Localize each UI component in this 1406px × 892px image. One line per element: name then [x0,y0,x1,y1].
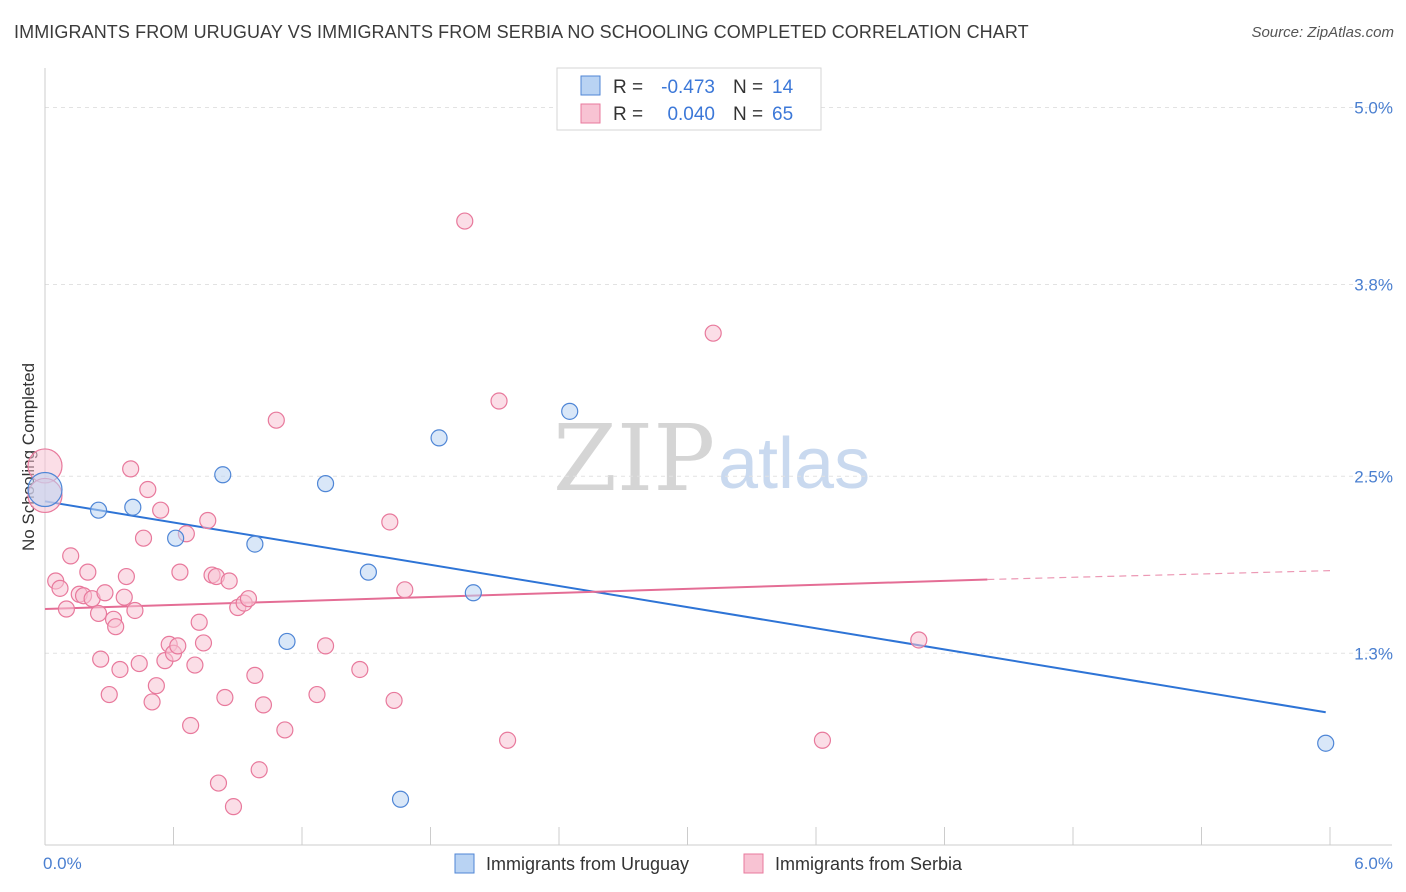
data-point-serbia [126,601,144,620]
y-tick-labels: 1.3% 2.5% 3.8% 5.0% [1354,99,1393,664]
x-tick-label: 6.0% [1354,854,1393,873]
data-point-serbia [351,660,369,679]
data-point-serbia [130,654,148,673]
data-point-serbia [276,721,294,739]
gridlines [45,107,1392,654]
series-legend-label-serbia: Immigrants from Serbia [775,854,963,874]
data-point-serbia [89,604,108,623]
stats-legend: R = -0.473 N = 14 R = 0.040 N = 65 [556,67,822,131]
x-tick-label: 0.0% [43,854,82,873]
data-point-serbia [51,579,69,597]
legend-r-value: 0.040 [667,104,715,125]
data-point-serbia [499,731,517,749]
data-point-serbia [456,212,474,230]
data-point-uruguay [214,466,232,484]
data-point-serbia [152,501,170,519]
data-point-uruguay [391,790,410,808]
data-point-serbia [171,563,189,581]
data-point-uruguay [27,471,63,508]
data-point-serbia [216,688,234,707]
watermark-zip: ZIP [553,405,715,512]
data-point-serbia [246,666,264,684]
data-point-serbia [704,324,722,342]
data-point-serbia [813,731,832,749]
legend-r-label: R = [613,77,643,98]
data-point-uruguay [124,498,142,516]
data-point-serbia [139,480,157,499]
y-tick-label: 1.3% [1354,644,1393,663]
series-legend: Immigrants from Uruguay Immigrants from … [454,853,963,874]
data-point-serbia [239,590,258,608]
data-point-serbia [396,581,414,599]
data-point-serbia [111,660,129,679]
data-point-uruguay [89,501,108,519]
data-point-serbia [147,677,165,695]
series-legend-swatch-uruguay [454,853,475,874]
data-point-uruguay [316,475,335,493]
trend-line-serbia-extension [987,570,1331,581]
data-point-serbia [308,685,326,704]
watermark: ZIP atlas [553,405,870,512]
data-point-serbia [62,547,80,565]
chart-title: IMMIGRANTS FROM URUGUAY VS IMMIGRANTS FR… [14,22,1029,42]
data-point-uruguay [359,563,377,581]
y-tick-label: 2.5% [1354,467,1393,486]
data-point-serbia [209,774,228,792]
data-point-serbia [199,511,217,530]
data-point-serbia [122,460,140,478]
legend-swatch-uruguay [580,75,601,96]
data-point-uruguay [278,632,296,651]
legend-swatch-serbia [580,103,601,124]
data-point-serbia [267,411,285,429]
data-point-serbia [220,572,238,590]
data-point-uruguay [430,429,448,447]
data-point-serbia [143,693,161,711]
legend-n-value: 14 [772,77,794,98]
data-point-uruguay [167,529,185,547]
data-point-serbia [57,600,76,618]
data-point-serbia [100,685,118,704]
watermark-atlas: atlas [718,424,870,504]
data-point-serbia [381,513,399,531]
legend-n-value: 65 [772,104,793,125]
data-point-serbia [115,588,133,606]
x-tick-labels: 0.0% 6.0% [43,854,1393,873]
data-point-uruguay [561,402,579,420]
data-point-serbia [96,584,114,602]
legend-n-label: N = [733,104,763,125]
y-tick-label: 5.0% [1354,99,1393,118]
data-point-uruguay [246,535,264,553]
data-point-serbia [490,392,508,410]
data-point-uruguay [464,584,482,602]
source-credit: Source: ZipAtlas.com [1251,24,1394,41]
data-point-serbia [182,716,200,735]
legend-r-value: -0.473 [661,77,715,98]
data-point-serbia [169,637,187,655]
data-point-serbia [79,563,97,581]
data-point-serbia [134,529,153,547]
data-point-serbia [385,691,403,710]
data-point-serbia [107,618,125,636]
y-tick-label: 3.8% [1354,276,1393,295]
legend-box [556,67,822,131]
data-point-serbia [254,696,273,714]
legend-n-label: N = [733,77,763,98]
data-point-serbia [117,567,135,586]
series-legend-swatch-serbia [743,853,764,874]
series-legend-label-uruguay: Immigrants from Uruguay [486,854,689,874]
data-point-serbia [190,613,208,631]
data-point-serbia [186,656,204,674]
data-point-serbia [316,637,335,655]
data-point-serbia [910,631,928,649]
data-point-serbia [224,798,243,816]
data-points [27,212,1335,816]
trend-line-serbia [44,578,988,610]
legend-r-label: R = [613,104,643,125]
data-point-serbia [250,761,268,779]
data-point-serbia [92,650,110,668]
data-point-serbia [194,634,213,652]
data-point-uruguay [1317,734,1335,752]
